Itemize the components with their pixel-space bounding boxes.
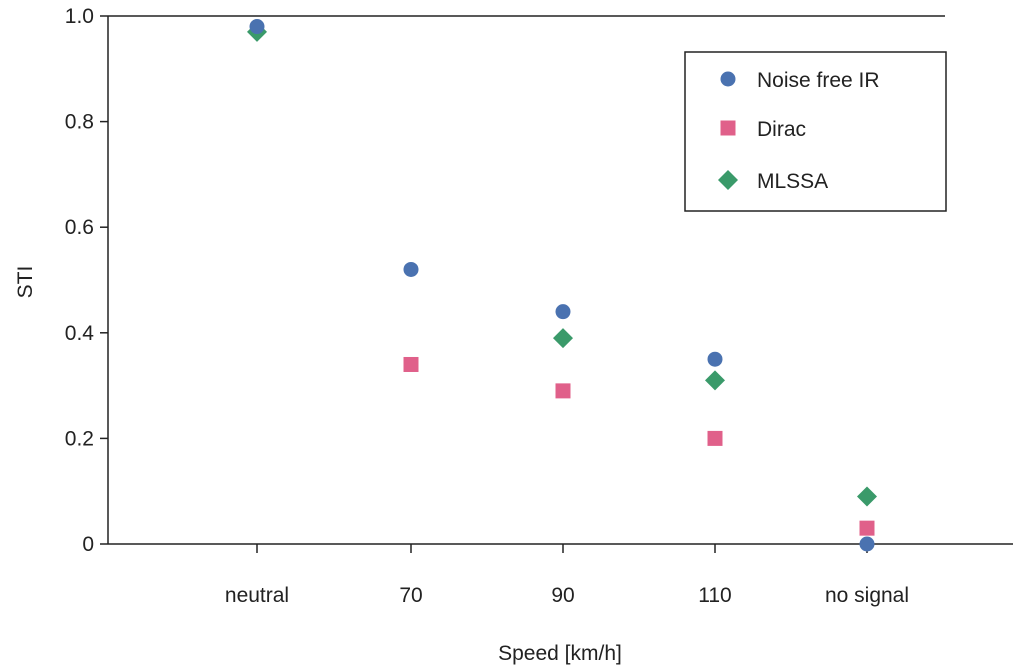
circle-point <box>555 304 571 320</box>
y-axis-label: STI <box>14 266 37 299</box>
circle-point <box>707 351 723 367</box>
data-points <box>247 19 877 552</box>
diamond-legend-marker <box>718 170 738 190</box>
y-tick-label: 0.4 <box>65 322 95 345</box>
x-tick-label: 70 <box>399 584 422 607</box>
y-axis-ticks: 0 0.2 0.4 0.6 0.8 1.0 <box>65 5 108 556</box>
circle-legend-marker <box>720 71 736 87</box>
x-tick-label: no signal <box>825 584 909 607</box>
y-tick-label: 1.0 <box>65 5 94 28</box>
y-tick-label: 0 <box>82 533 94 556</box>
circle-point <box>403 261 419 277</box>
legend-label: Noise free IR <box>757 69 880 92</box>
legend-label: MLSSA <box>757 170 828 193</box>
square-point <box>707 430 723 446</box>
x-axis-label: Speed [km/h] <box>498 642 622 665</box>
y-tick-label: 0.2 <box>65 427 94 450</box>
legend: Noise free IR Dirac MLSSA <box>684 51 947 212</box>
y-tick-label: 0.8 <box>65 111 94 134</box>
x-tick-label: neutral <box>225 584 289 607</box>
x-tick-label: 90 <box>551 584 574 607</box>
diamond-point <box>705 370 725 391</box>
diamond-point <box>857 486 877 507</box>
square-point <box>403 356 419 372</box>
x-tick-label: 110 <box>698 584 731 607</box>
circle-point <box>859 536 875 552</box>
x-axis-ticks: neutral 70 90 110 no signal <box>225 544 909 607</box>
square-point <box>859 520 875 536</box>
square-legend-marker <box>720 120 736 136</box>
circle-point <box>249 19 265 35</box>
y-tick-label: 0.6 <box>65 216 94 239</box>
legend-label: Dirac <box>757 118 806 141</box>
diamond-point <box>553 328 573 349</box>
square-point <box>555 383 571 399</box>
